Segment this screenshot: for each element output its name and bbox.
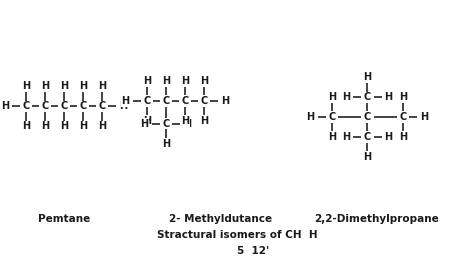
Text: H: H: [399, 92, 407, 102]
Text: H: H: [384, 92, 393, 102]
Text: C: C: [143, 96, 151, 106]
Text: H: H: [162, 76, 170, 86]
Text: H: H: [342, 92, 350, 102]
Text: H: H: [399, 132, 407, 142]
Text: C: C: [364, 132, 371, 142]
Text: C: C: [60, 101, 68, 111]
Text: C: C: [162, 119, 170, 129]
Text: H: H: [420, 112, 428, 122]
Text: H: H: [384, 132, 393, 142]
Text: H: H: [328, 92, 336, 102]
Text: Stractural isomers of CH  H: Stractural isomers of CH H: [157, 230, 317, 240]
Text: C: C: [399, 112, 407, 122]
Text: 2- Methyldutance: 2- Methyldutance: [169, 214, 272, 225]
Text: H: H: [363, 152, 372, 162]
Text: H: H: [22, 121, 30, 131]
Text: C: C: [98, 101, 106, 111]
Text: H: H: [22, 81, 30, 92]
Text: H: H: [181, 116, 189, 126]
Text: C: C: [200, 96, 208, 106]
Text: H: H: [98, 81, 106, 92]
Text: H: H: [221, 96, 229, 106]
Text: H: H: [200, 116, 208, 126]
Text: H: H: [60, 81, 68, 92]
Text: H: H: [183, 119, 191, 129]
Text: 2,2-Dimethylpropane: 2,2-Dimethylpropane: [314, 214, 439, 225]
Text: H: H: [79, 81, 87, 92]
Text: C: C: [162, 96, 170, 106]
Text: H: H: [363, 72, 372, 82]
Text: H: H: [79, 121, 87, 131]
Text: C: C: [79, 101, 87, 111]
Text: C: C: [364, 92, 371, 102]
Text: H: H: [41, 121, 49, 131]
Text: H: H: [143, 76, 151, 86]
Text: H: H: [140, 119, 149, 129]
Text: C: C: [22, 101, 30, 111]
Text: H: H: [119, 101, 128, 111]
Text: H: H: [41, 81, 49, 92]
Text: H: H: [162, 139, 170, 149]
Text: H: H: [200, 76, 208, 86]
Text: 5  12': 5 12': [237, 246, 270, 256]
Text: C: C: [364, 112, 371, 122]
Text: H: H: [121, 96, 130, 106]
Text: C: C: [41, 101, 49, 111]
Text: Pemtane: Pemtane: [38, 214, 90, 225]
Text: C: C: [328, 112, 336, 122]
Text: H: H: [181, 76, 189, 86]
Text: H: H: [98, 121, 106, 131]
Text: C: C: [181, 96, 189, 106]
Text: H: H: [0, 101, 9, 111]
Text: H: H: [143, 116, 151, 126]
Text: H: H: [328, 132, 336, 142]
Text: H: H: [60, 121, 68, 131]
Text: H: H: [306, 112, 315, 122]
Text: H: H: [342, 132, 350, 142]
